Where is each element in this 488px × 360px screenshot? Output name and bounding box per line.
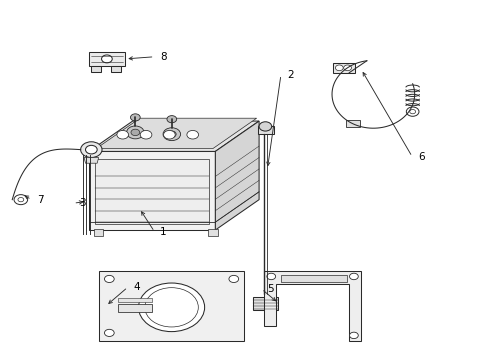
Circle shape — [126, 126, 144, 139]
Circle shape — [266, 273, 275, 280]
Circle shape — [163, 128, 180, 141]
Circle shape — [18, 198, 24, 202]
Circle shape — [167, 131, 176, 138]
Circle shape — [117, 130, 128, 139]
Bar — [257, 126, 273, 134]
Circle shape — [228, 275, 238, 283]
Circle shape — [131, 129, 140, 136]
Circle shape — [163, 130, 175, 139]
Bar — [118, 304, 152, 312]
Polygon shape — [215, 121, 259, 230]
Circle shape — [186, 130, 198, 139]
Circle shape — [140, 130, 152, 139]
Text: 4: 4 — [133, 282, 140, 292]
Polygon shape — [96, 118, 256, 149]
Polygon shape — [264, 271, 361, 341]
Circle shape — [349, 273, 358, 280]
Polygon shape — [89, 52, 125, 66]
Circle shape — [102, 55, 112, 63]
Circle shape — [409, 109, 415, 114]
Text: 2: 2 — [286, 69, 293, 80]
Circle shape — [85, 145, 97, 154]
Bar — [95, 159, 209, 224]
Circle shape — [104, 275, 114, 283]
Circle shape — [144, 288, 198, 327]
Polygon shape — [89, 152, 215, 230]
Circle shape — [349, 332, 358, 339]
Circle shape — [130, 114, 140, 121]
Text: 8: 8 — [160, 52, 167, 62]
Bar — [281, 275, 346, 282]
Text: 7: 7 — [37, 195, 44, 204]
Circle shape — [335, 65, 343, 71]
Polygon shape — [91, 66, 101, 72]
Polygon shape — [89, 121, 259, 152]
Text: 5: 5 — [267, 284, 273, 294]
Bar — [252, 297, 278, 310]
Bar — [94, 229, 103, 237]
Circle shape — [138, 283, 204, 332]
Circle shape — [259, 122, 271, 131]
Bar — [207, 229, 217, 237]
Polygon shape — [99, 271, 244, 341]
Text: 1: 1 — [159, 227, 166, 237]
Polygon shape — [84, 157, 99, 163]
Circle shape — [343, 65, 351, 71]
Circle shape — [104, 329, 114, 337]
Polygon shape — [111, 66, 120, 72]
Bar — [345, 120, 359, 127]
Circle shape — [14, 195, 28, 204]
Circle shape — [406, 107, 418, 116]
Circle shape — [166, 116, 176, 123]
Bar — [332, 63, 354, 73]
Text: 6: 6 — [417, 152, 424, 162]
Bar — [118, 298, 152, 302]
Text: 3: 3 — [79, 198, 85, 208]
Circle shape — [81, 142, 102, 157]
